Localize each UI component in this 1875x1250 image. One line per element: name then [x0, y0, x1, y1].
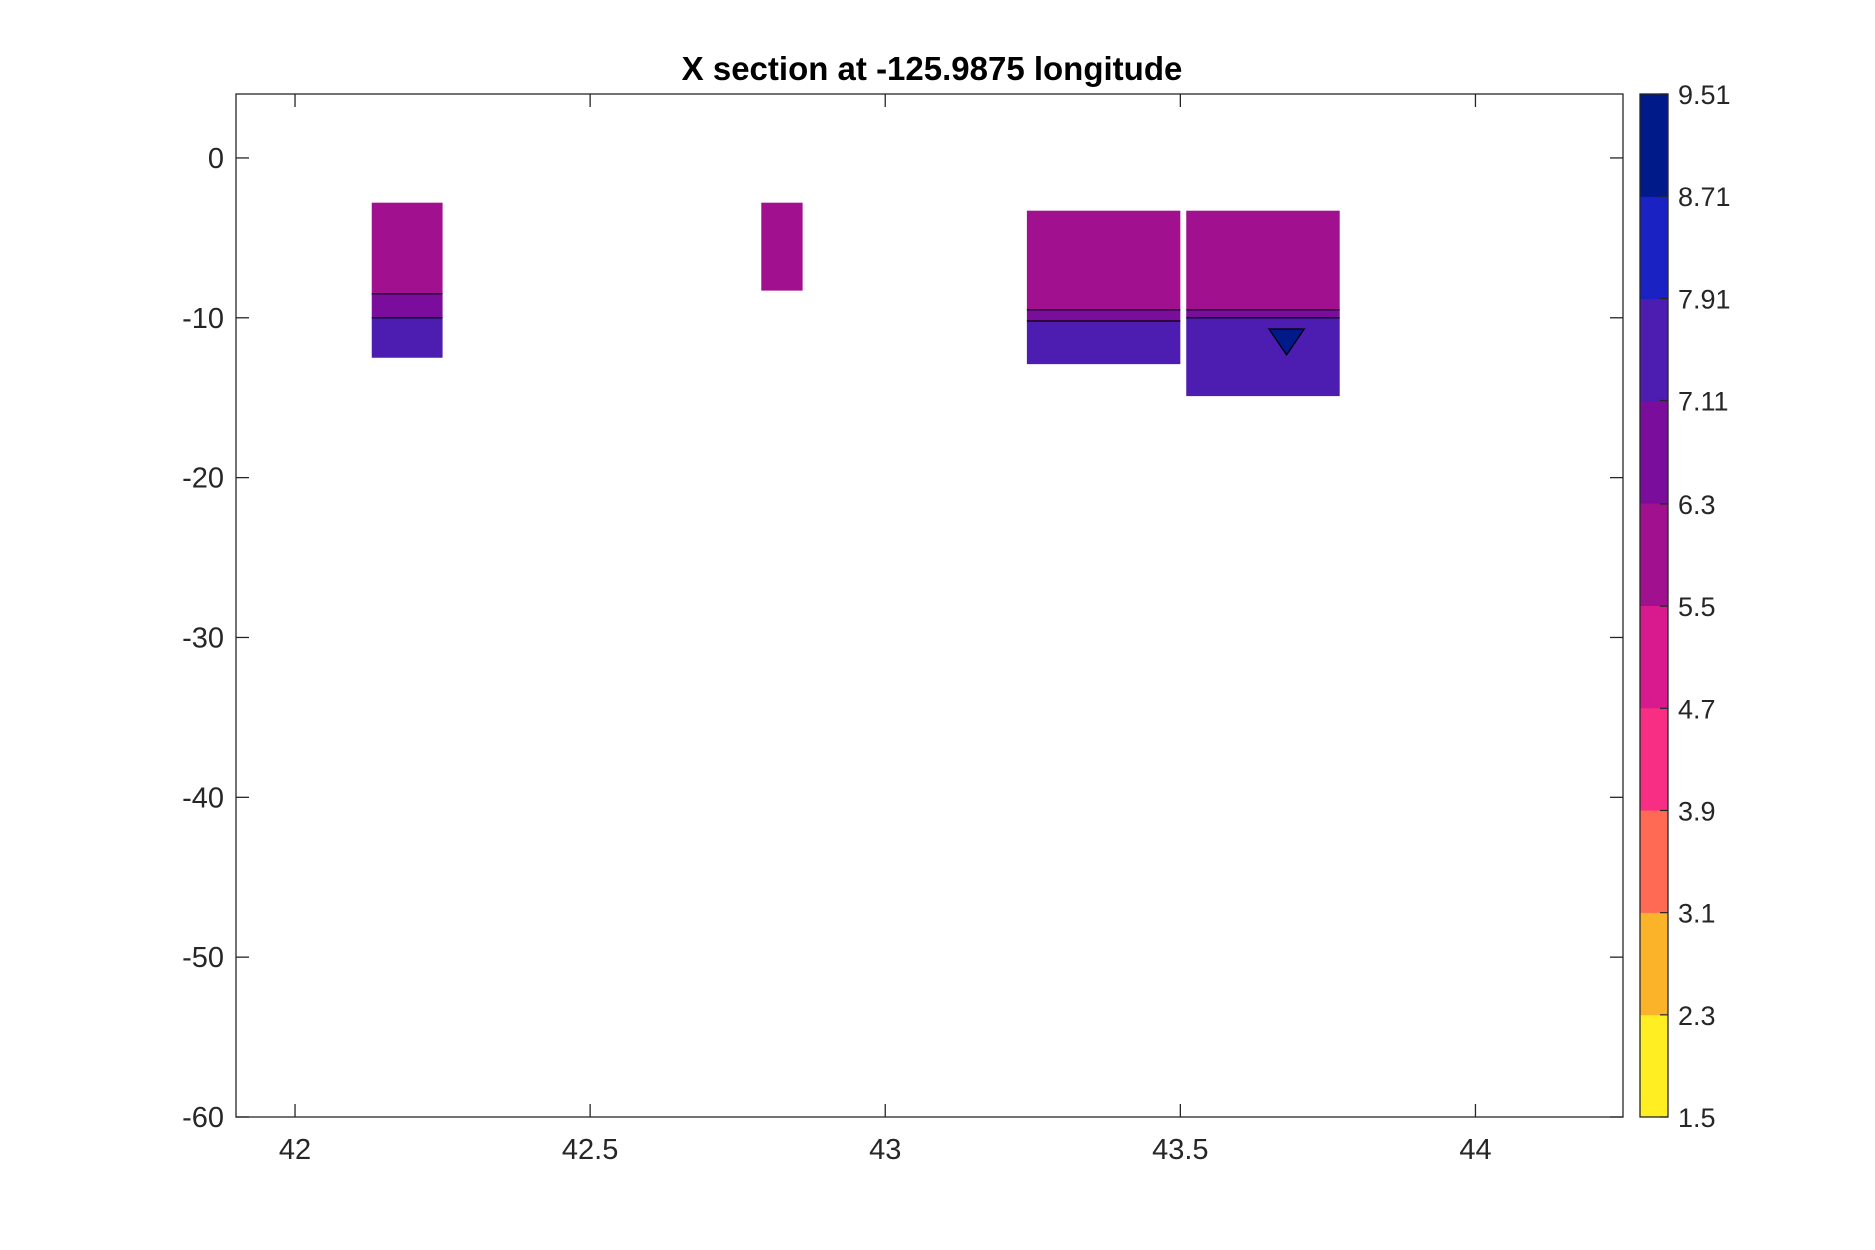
contour-band [1186, 317, 1340, 397]
contour-band [371, 202, 443, 294]
colorbar-segment [1640, 707, 1668, 811]
colorbar-tick-label: 7.11 [1678, 387, 1729, 417]
region-42.2 [371, 202, 443, 358]
region-43.35 [1026, 210, 1181, 365]
colorbar-segment [1640, 400, 1668, 504]
y-tick-label: -10 [182, 303, 224, 335]
x-tick-label: 43.5 [1152, 1134, 1208, 1166]
colorbar-segment [1640, 196, 1668, 300]
y-tick-label: 0 [208, 143, 224, 175]
contour-band [1026, 309, 1181, 321]
contour-band [1026, 320, 1181, 365]
colorbar-segment [1640, 1014, 1668, 1118]
plot-frame [235, 93, 1624, 1118]
colorbar-segment [1640, 605, 1668, 709]
y-tick-label: -20 [182, 463, 224, 495]
y-tick-label: -50 [182, 942, 224, 974]
colorbar-tick-label: 4.7 [1678, 694, 1716, 724]
contour-band [1026, 210, 1181, 310]
contour-band [761, 202, 803, 291]
colorbar-segment [1640, 298, 1668, 402]
colorbar-segment [1640, 94, 1668, 197]
contour-band [371, 293, 443, 318]
contour-band [371, 317, 443, 358]
max-value-cell [1267, 328, 1306, 357]
colorbar-tick-label: 5.5 [1678, 592, 1716, 622]
region-42.8 [761, 202, 803, 291]
colorbar-tick-label: 3.1 [1678, 899, 1716, 929]
x-tick-label: 42.5 [562, 1134, 618, 1166]
contour-band [1186, 210, 1340, 310]
region-43.65 [1186, 210, 1340, 397]
colorbar-tick-label: 2.3 [1678, 1001, 1716, 1031]
colorbar-tick-label: 1.5 [1678, 1103, 1716, 1133]
y-tick-label: -30 [182, 622, 224, 654]
y-tick-label: -40 [182, 782, 224, 814]
colorbar-tick-label: 8.71 [1678, 182, 1731, 212]
colorbar: 9.51 8.71 7.91 7.11 6.3 5.5 4.7 3.9 3.1 2.3 1.5 [1639, 80, 1731, 1133]
y-tick-label: -60 [182, 1102, 224, 1134]
x-tick-label: 44 [1459, 1134, 1491, 1166]
x-tick-label: 42 [279, 1134, 311, 1166]
colorbar-tick-label: 6.3 [1678, 490, 1716, 520]
colorbar-tick-label: 7.91 [1678, 284, 1731, 314]
colorbar-segment [1640, 503, 1668, 606]
plot-area: 42 42.5 43 43.5 44 0 -10 -20 -30 -40 -50 -60 [182, 93, 1624, 1166]
colorbar-frame [1639, 93, 1669, 1118]
x-tick-label: 43 [869, 1134, 901, 1166]
colorbar-tick-label: 3.9 [1678, 796, 1716, 826]
chart-title: X section at -125.9875 longitude [682, 50, 1183, 87]
colorbar-tick-label: 9.51 [1678, 80, 1731, 110]
colorbar-segment [1640, 912, 1668, 1016]
contour-band [1186, 309, 1340, 318]
colorbar-segment [1640, 810, 1668, 913]
